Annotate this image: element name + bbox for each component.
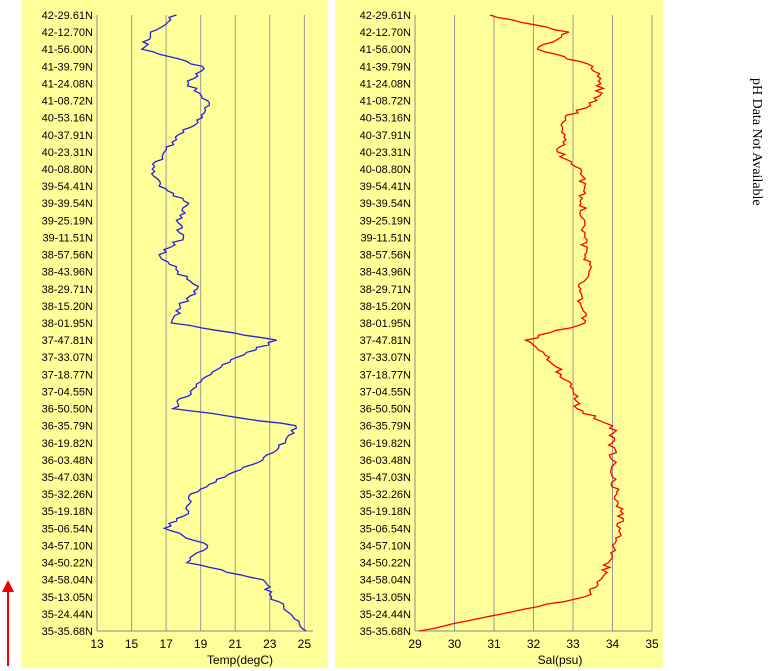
- y-tick-label: 35-19.18N: [360, 506, 411, 518]
- y-tick-label: 40-08.80N: [42, 164, 93, 176]
- temperature-chart: 42-29.61N 42-12.70N 41-56.00N 41-39.79N 41-2…: [21, 0, 328, 668]
- y-tick-label: 35-13.05N: [42, 592, 93, 604]
- y-tick-label: 34-50.22N: [42, 558, 93, 570]
- y-tick-label: 38-01.95N: [42, 318, 93, 330]
- y-tick-label: 37-18.77N: [360, 369, 411, 381]
- y-tick-label: 41-08.72N: [360, 96, 411, 108]
- y-tick-label: 39-11.51N: [42, 232, 93, 244]
- y-tick-label: 37-33.07N: [360, 352, 411, 364]
- y-tick-label: 40-23.31N: [360, 147, 411, 159]
- y-tick-label: 35-47.03N: [42, 472, 93, 484]
- y-tick-label: 40-37.91N: [360, 130, 411, 142]
- x-tick-label: 32: [527, 637, 541, 651]
- y-tick-label: 39-11.51N: [360, 232, 411, 244]
- y-tick-label: 34-57.10N: [360, 540, 411, 552]
- y-tick-label: 39-54.41N: [42, 181, 93, 193]
- y-tick-label: 40-37.91N: [42, 130, 93, 142]
- x-tick-label: 31: [487, 637, 501, 651]
- plot-background: [21, 0, 328, 668]
- y-tick-label: 37-47.81N: [360, 335, 411, 347]
- y-tick-label: 35-32.26N: [360, 489, 411, 501]
- y-tick-label: 37-04.55N: [42, 386, 93, 398]
- series-line: [140, 14, 307, 632]
- y-tick-label: 42-29.61N: [360, 10, 411, 22]
- salinity-chart: 42-29.61N 42-12.70N 41-56.00N 41-39.79N 41-2…: [335, 0, 663, 668]
- y-tick-label: 39-39.54N: [42, 198, 93, 210]
- y-tick-label: 38-57.56N: [42, 250, 93, 262]
- y-tick-label: 36-35.79N: [42, 421, 93, 433]
- y-tick-label: 35-47.03N: [360, 472, 411, 484]
- y-tick-label: 34-58.04N: [42, 575, 93, 587]
- y-tick-label: 35-19.18N: [42, 506, 93, 518]
- y-tick-label: 42-12.70N: [42, 27, 93, 39]
- x-axis-label: Sal(psu): [538, 653, 583, 667]
- y-tick-label: 42-12.70N: [360, 27, 411, 39]
- y-tick-label: 41-24.08N: [42, 78, 93, 90]
- y-tick-label: 39-54.41N: [360, 181, 411, 193]
- y-tick-label: 36-03.48N: [42, 455, 93, 467]
- x-tick-label: 25: [298, 637, 312, 651]
- y-tick-label: 35-32.26N: [42, 489, 93, 501]
- ph-unavailable-note: pH Data Not Available: [748, 78, 773, 278]
- x-tick-label: 30: [448, 637, 462, 651]
- x-tick-label: 13: [90, 637, 104, 651]
- y-tick-label: 41-56.00N: [360, 44, 411, 56]
- y-tick-label: 38-57.56N: [360, 250, 411, 262]
- y-tick-label: 35-24.44N: [360, 609, 411, 621]
- plot-background: [335, 0, 663, 668]
- y-tick-label: 39-25.19N: [360, 215, 411, 227]
- y-tick-label: 35-06.54N: [360, 523, 411, 535]
- x-tick-label: 21: [229, 637, 243, 651]
- y-tick-label: 36-03.48N: [360, 455, 411, 467]
- x-tick-label: 15: [125, 637, 139, 651]
- y-tick-label: 36-35.79N: [360, 421, 411, 433]
- y-tick-label: 41-39.79N: [360, 61, 411, 73]
- ph-unavailable-text: pH Data Not Available: [749, 78, 764, 206]
- y-tick-label: 39-25.19N: [42, 215, 93, 227]
- x-tick-label: 23: [263, 637, 277, 651]
- y-tick-label: 37-18.77N: [42, 369, 93, 381]
- x-tick-label: 19: [194, 637, 208, 651]
- y-tick-label: 38-43.96N: [360, 267, 411, 279]
- y-tick-label: 37-47.81N: [42, 335, 93, 347]
- y-tick-label: 34-57.10N: [42, 540, 93, 552]
- y-tick-label: 41-24.08N: [360, 78, 411, 90]
- y-tick-label: 40-08.80N: [360, 164, 411, 176]
- y-tick-label: 38-43.96N: [42, 267, 93, 279]
- y-tick-label: 38-01.95N: [360, 318, 411, 330]
- y-tick-label: 35-35.68N: [360, 626, 411, 638]
- x-tick-label: 17: [159, 637, 173, 651]
- y-tick-label: 38-29.71N: [360, 284, 411, 296]
- x-axis-label: Temp(degC): [207, 653, 273, 667]
- series-line: [418, 14, 625, 632]
- x-tick-label: 29: [408, 637, 422, 651]
- y-tick-label: 39-39.54N: [360, 198, 411, 210]
- x-tick-label: 33: [566, 637, 580, 651]
- y-tick-label: 35-24.44N: [42, 609, 93, 621]
- x-tick-label: 35: [645, 637, 659, 651]
- y-tick-label: 34-58.04N: [360, 575, 411, 587]
- y-tick-label: 38-29.71N: [42, 284, 93, 296]
- y-tick-label: 40-23.31N: [42, 147, 93, 159]
- y-tick-label: 41-56.00N: [42, 44, 93, 56]
- direction-arrow-icon: [2, 580, 14, 666]
- y-tick-label: 38-15.20N: [42, 301, 93, 313]
- y-tick-label: 35-35.68N: [42, 626, 93, 638]
- y-tick-label: 41-08.72N: [42, 96, 93, 108]
- y-tick-label: 34-50.22N: [360, 558, 411, 570]
- y-tick-label: 36-19.82N: [360, 438, 411, 450]
- y-tick-label: 35-06.54N: [42, 523, 93, 535]
- y-tick-label: 36-50.50N: [42, 404, 93, 416]
- y-tick-label: 42-29.61N: [42, 10, 93, 22]
- y-tick-label: 41-39.79N: [42, 61, 93, 73]
- x-tick-label: 34: [606, 637, 620, 651]
- y-tick-label: 36-50.50N: [360, 404, 411, 416]
- y-tick-label: 37-33.07N: [42, 352, 93, 364]
- y-tick-label: 40-53.16N: [360, 113, 411, 125]
- y-tick-label: 37-04.55N: [360, 386, 411, 398]
- y-tick-label: 36-19.82N: [42, 438, 93, 450]
- y-tick-label: 40-53.16N: [42, 113, 93, 125]
- y-tick-label: 38-15.20N: [360, 301, 411, 313]
- y-tick-label: 35-13.05N: [360, 592, 411, 604]
